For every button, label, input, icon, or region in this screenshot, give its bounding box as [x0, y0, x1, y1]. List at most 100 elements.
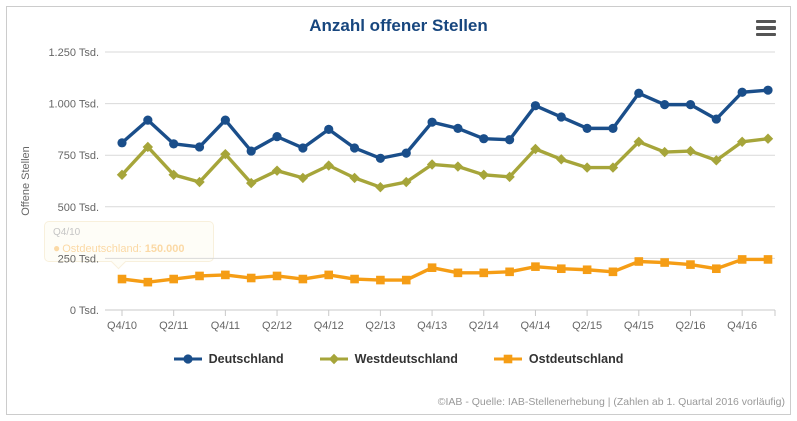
data-point-marker[interactable] — [349, 143, 360, 153]
data-point-marker[interactable] — [607, 162, 619, 173]
data-point-marker[interactable] — [452, 161, 464, 172]
x-axis-label: Q4/12 — [314, 320, 344, 332]
x-axis-label: Q4/14 — [520, 320, 550, 332]
legend-item-westdeutschland[interactable]: Westdeutschland — [319, 352, 458, 366]
data-point-marker[interactable] — [503, 354, 513, 364]
data-point-marker[interactable] — [427, 117, 437, 127]
legend-marker-square-icon — [493, 354, 522, 364]
legend-label: Westdeutschland — [354, 352, 458, 366]
data-point-marker[interactable] — [505, 267, 514, 277]
data-point-marker[interactable] — [220, 148, 231, 160]
data-point-marker[interactable] — [711, 155, 722, 166]
data-point-marker[interactable] — [323, 160, 334, 171]
data-point-marker[interactable] — [169, 139, 179, 149]
data-point-marker[interactable] — [376, 275, 385, 285]
data-point-marker[interactable] — [375, 181, 386, 193]
data-point-marker[interactable] — [246, 177, 257, 189]
data-point-marker[interactable] — [142, 141, 154, 153]
data-point-marker[interactable] — [634, 257, 644, 266]
series-westdeutschland — [116, 133, 774, 193]
data-point-marker[interactable] — [194, 142, 205, 152]
data-point-marker[interactable] — [660, 258, 669, 267]
data-point-marker[interactable] — [426, 159, 438, 170]
x-axis-label: Q2/12 — [262, 320, 292, 332]
data-point-marker[interactable] — [762, 133, 774, 144]
data-point-marker[interactable] — [221, 270, 230, 280]
data-point-marker[interactable] — [453, 268, 463, 278]
y-axis-label: 1.000 Tsd. — [48, 99, 99, 111]
data-point-marker[interactable] — [328, 353, 339, 365]
data-point-marker[interactable] — [530, 101, 541, 111]
data-point-marker[interactable] — [608, 123, 618, 133]
data-point-marker[interactable] — [427, 263, 437, 272]
data-point-marker[interactable] — [194, 176, 205, 188]
data-point-marker[interactable] — [324, 124, 334, 134]
data-point-marker[interactable] — [763, 255, 773, 264]
data-point-marker[interactable] — [556, 112, 566, 122]
data-point-marker[interactable] — [324, 270, 334, 280]
data-point-marker[interactable] — [736, 136, 748, 147]
data-point-marker[interactable] — [220, 115, 230, 125]
data-point-marker[interactable] — [479, 134, 489, 144]
data-point-marker[interactable] — [169, 274, 178, 284]
data-point-marker[interactable] — [143, 277, 153, 287]
data-point-marker[interactable] — [183, 354, 193, 364]
y-axis-label: 0 Tsd. — [70, 305, 99, 317]
data-point-marker[interactable] — [168, 169, 179, 181]
data-point-marker[interactable] — [246, 273, 256, 283]
data-point-marker[interactable] — [685, 100, 696, 110]
data-point-marker[interactable] — [272, 271, 282, 281]
data-point-marker[interactable] — [608, 267, 618, 277]
series-ostdeutschland — [117, 255, 773, 287]
data-point-marker[interactable] — [401, 148, 411, 158]
legend-item-ostdeutschland[interactable]: Ostdeutschland — [493, 352, 623, 366]
data-point-marker[interactable] — [711, 114, 721, 124]
x-axis-label: Q2/15 — [572, 320, 602, 332]
data-point-marker[interactable] — [685, 145, 696, 157]
data-point-marker[interactable] — [737, 255, 747, 264]
data-point-marker[interactable] — [633, 136, 644, 147]
data-point-marker[interactable] — [581, 162, 593, 173]
data-point-marker[interactable] — [195, 271, 204, 281]
data-point-marker[interactable] — [271, 165, 283, 176]
data-point-marker[interactable] — [401, 275, 411, 285]
data-point-marker[interactable] — [686, 260, 695, 269]
data-point-marker[interactable] — [453, 123, 463, 133]
data-point-marker[interactable] — [737, 87, 747, 97]
data-point-marker[interactable] — [117, 138, 127, 148]
data-point-marker[interactable] — [556, 264, 566, 274]
data-point-marker[interactable] — [297, 172, 309, 184]
data-point-marker[interactable] — [582, 123, 592, 133]
data-point-marker[interactable] — [504, 171, 515, 183]
chart-legend: Deutschland Westdeutschland Ostdeutschla… — [0, 352, 797, 366]
data-point-marker[interactable] — [117, 274, 127, 284]
y-axis-label: 750 Tsd. — [58, 150, 99, 162]
data-point-marker[interactable] — [350, 274, 359, 284]
data-point-marker[interactable] — [298, 143, 308, 153]
data-point-marker[interactable] — [659, 146, 670, 158]
data-point-marker[interactable] — [531, 262, 540, 271]
data-point-marker[interactable] — [143, 115, 153, 125]
data-point-marker[interactable] — [298, 274, 308, 284]
data-point-marker[interactable] — [349, 172, 360, 184]
data-point-marker[interactable] — [505, 135, 515, 145]
data-point-marker[interactable] — [246, 146, 256, 156]
tooltip-category: Q4/10 — [53, 227, 81, 238]
hamburger-menu-icon[interactable] — [756, 20, 776, 36]
data-point-marker[interactable] — [530, 143, 541, 155]
legend-item-deutschland[interactable]: Deutschland — [173, 352, 284, 366]
data-point-marker[interactable] — [556, 154, 567, 165]
data-point-marker[interactable] — [634, 88, 644, 98]
data-point-marker[interactable] — [712, 264, 721, 274]
data-point-marker[interactable] — [375, 153, 385, 163]
data-point-marker[interactable] — [660, 100, 670, 110]
x-axis-label: Q4/16 — [727, 320, 757, 332]
data-point-marker[interactable] — [272, 132, 282, 142]
data-point-marker[interactable] — [116, 169, 128, 181]
data-point-marker[interactable] — [478, 169, 489, 181]
data-point-marker[interactable] — [763, 85, 773, 95]
data-point-marker[interactable] — [582, 265, 592, 275]
legend-marker-diamond-icon — [319, 353, 348, 365]
data-point-marker[interactable] — [479, 268, 489, 278]
data-point-marker[interactable] — [401, 176, 412, 188]
